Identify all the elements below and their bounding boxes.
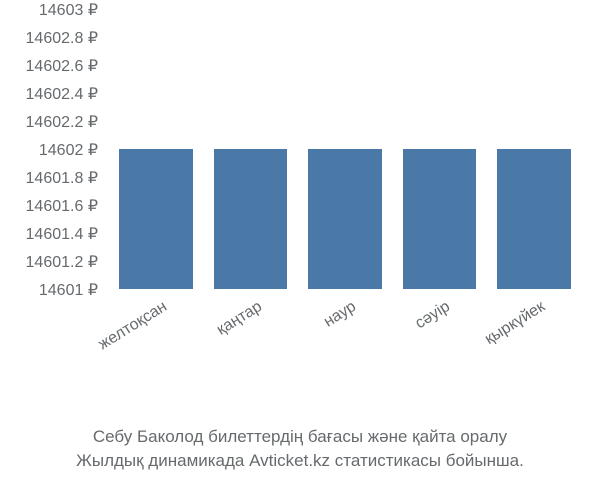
y-tick-label: 14601 ₽ — [0, 280, 98, 300]
y-tick-label: 14602.6 ₽ — [0, 56, 98, 76]
chart-container: 14603 ₽ 14602.8 ₽ 14602.6 ₽ 14602.4 ₽ 14602.… — [0, 0, 600, 500]
x-tick-label: сәуір — [343, 298, 454, 377]
bar — [308, 149, 382, 289]
y-axis-ticks: 14603 ₽14602.8 ₽14602.6 ₽14602.4 ₽14602.… — [0, 10, 108, 290]
y-tick-label: 14602.8 ₽ — [0, 28, 98, 48]
chart-caption: Себу Баколод билеттердің бағасы және қай… — [0, 425, 600, 474]
y-tick-label: 14601.2 ₽ — [0, 252, 98, 272]
bar — [214, 149, 288, 289]
y-tick-label: 14601.8 ₽ — [0, 168, 98, 188]
plot-area — [108, 10, 580, 290]
y-tick-label: 14601.6 ₽ — [0, 196, 98, 216]
y-tick-label: 14602.2 ₽ — [0, 112, 98, 132]
y-tick-label: 14602 ₽ — [0, 140, 98, 160]
x-axis-ticks: желтоқсанқаңтарнаурсәуірқыркүйек — [108, 290, 580, 370]
y-tick-label: 14601.4 ₽ — [0, 224, 98, 244]
x-tick-label: наур — [248, 298, 359, 377]
bar — [497, 149, 571, 289]
bars-group — [109, 10, 580, 289]
caption-line-2: Жылдық динамикада Avticket.kz статистика… — [12, 449, 588, 474]
caption-line-1: Себу Баколод билеттердің бағасы және қай… — [12, 425, 588, 450]
bar — [119, 149, 193, 289]
x-tick-label: қыркүйек — [437, 298, 548, 377]
x-tick-label: желтоқсан — [59, 298, 170, 377]
x-tick-label: қаңтар — [154, 298, 265, 377]
y-tick-label: 14602.4 ₽ — [0, 84, 98, 104]
y-tick-label: 14603 ₽ — [0, 0, 98, 20]
bar — [403, 149, 477, 289]
